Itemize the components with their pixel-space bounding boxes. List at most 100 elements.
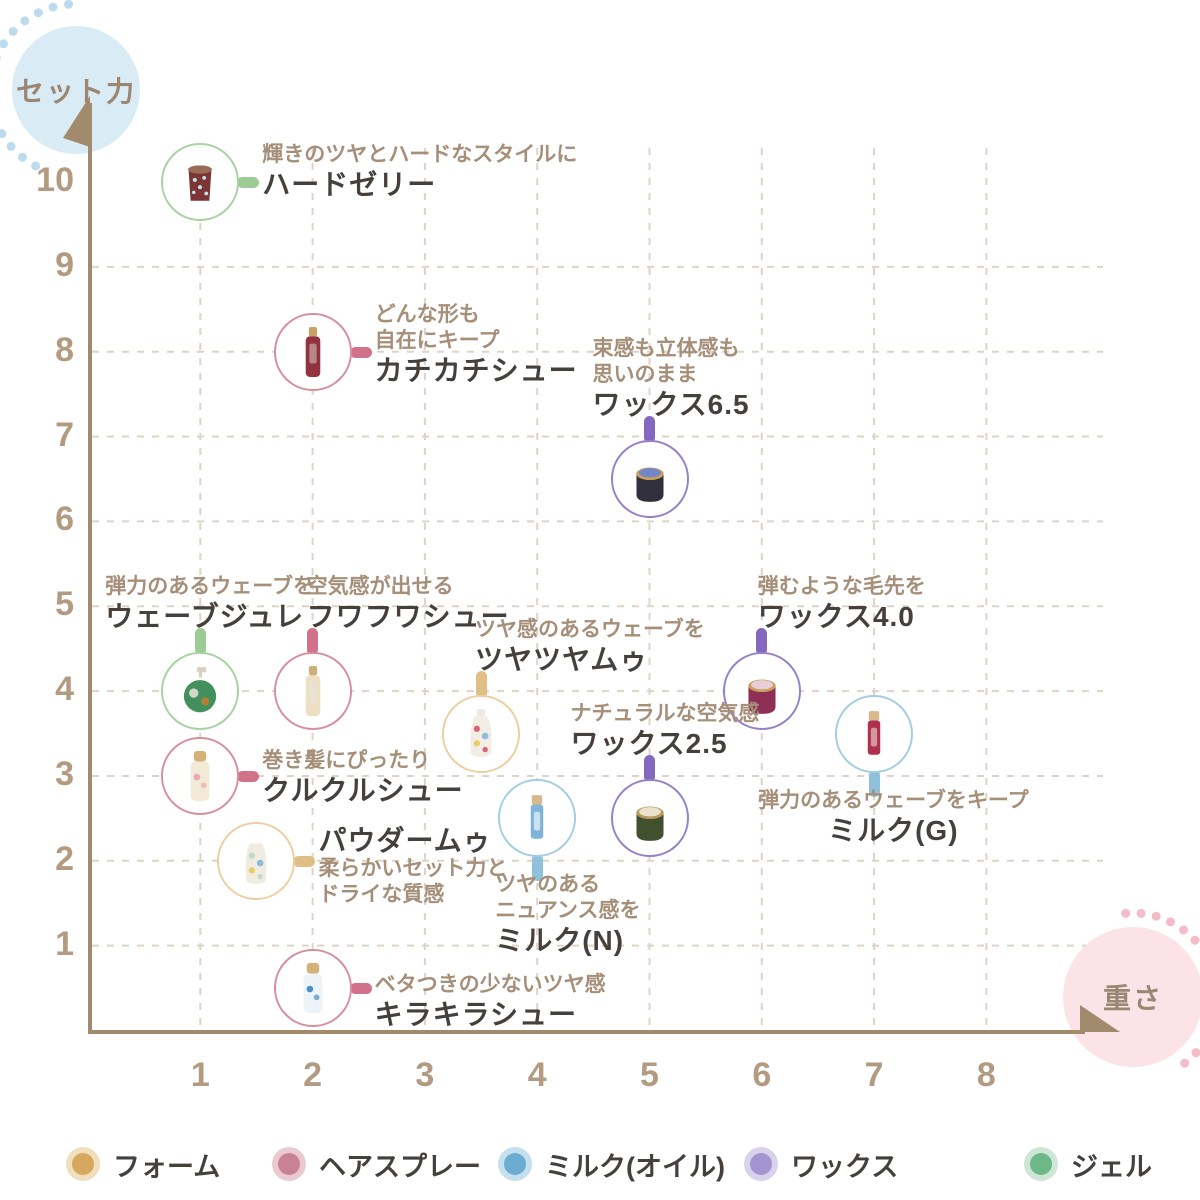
connector-stub — [349, 983, 372, 995]
connector-stub — [756, 628, 768, 656]
connector-stub — [349, 346, 372, 358]
y-tick-3: 3 — [55, 754, 74, 793]
product-circle-ツヤツヤムゥ — [442, 694, 521, 773]
legend-item-wax: ワックス — [744, 1142, 898, 1186]
product-tagline: 輝きのツヤとハードなスタイルに — [262, 143, 578, 166]
connector-stub — [644, 415, 655, 443]
product-circle-カチカチシュー — [273, 312, 352, 391]
x-axis-label-bubble: 重さ — [1063, 927, 1200, 1067]
product-tagline: 束感も立体感も — [592, 336, 740, 360]
legend: フォーム ヘアスプレー ミルク(オイル) ワックス ジェル — [0, 1142, 1200, 1190]
product-tagline: ニュアンス感を — [495, 899, 641, 923]
product-label-ウェーブジュレ: 弾力のあるウェーブを ウェーブジュレ — [105, 574, 314, 632]
product-name: クルクルシュー — [262, 774, 464, 806]
y-axis-label-bubble: セット力 — [12, 26, 140, 154]
product-photo-icon — [460, 708, 502, 760]
product-tagline: 自在にキープ — [374, 328, 500, 352]
product-tagline: 弾力のあるウェーブを — [105, 575, 315, 599]
legend-dot-icon — [66, 1147, 100, 1181]
product-photo-icon — [292, 665, 334, 717]
product-name: パウダームゥ — [318, 824, 492, 856]
product-label-ワックス4.0: 弾むような毛先を ワックス4.0 — [758, 574, 926, 632]
product-circle-ウェーブジュレ — [161, 652, 240, 731]
product-photo-icon — [292, 326, 334, 378]
y-tick-6: 6 — [55, 500, 74, 539]
connector-stub — [194, 628, 206, 656]
product-label-パウダームゥ: パウダームゥ 柔らかいセット力と ドライな質感 — [318, 824, 507, 908]
product-photo-icon — [516, 792, 558, 844]
x-tick-3: 3 — [415, 1056, 435, 1094]
product-tagline: 思いのまま — [592, 362, 698, 386]
product-label-クルクルシュー: 巻き髪にぴったり クルクルシュー — [262, 748, 463, 806]
product-name: ツヤツヤムゥ — [475, 643, 649, 675]
product-tagline: ツヤ感のあるウェーブを — [475, 617, 705, 641]
connector-stub — [307, 628, 319, 656]
connector-stub — [237, 177, 260, 188]
product-name: ワックス2.5 — [570, 728, 728, 760]
product-name: カチカチシュー — [374, 354, 578, 386]
y-tick-2: 2 — [55, 839, 74, 878]
legend-label: フォーム — [113, 1151, 221, 1182]
product-name: ミルク(N) — [495, 925, 625, 957]
product-circle-パウダームゥ — [217, 821, 296, 900]
y-tick-5: 5 — [55, 585, 74, 624]
x-tick-7: 7 — [864, 1056, 884, 1094]
product-photo-icon — [235, 835, 277, 887]
product-label-ミルク(N): ツヤのある ニュアンス感を ミルク(N) — [495, 872, 640, 956]
connector-stub — [644, 755, 655, 783]
product-tagline: ツヤのある — [495, 873, 601, 897]
product-photo-icon — [292, 962, 334, 1014]
product-label-ハードゼリー: 輝きのツヤとハードなスタイルにハードゼリー — [262, 142, 577, 200]
product-label-ツヤツヤムゥ: ツヤ感のあるウェーブを ツヤツヤムゥ — [475, 617, 705, 675]
connector-stub — [237, 770, 260, 782]
x-tick-5: 5 — [640, 1056, 659, 1094]
product-circle-ワックス2.5 — [610, 779, 689, 858]
legend-item-milk: ミルク(オイル) — [498, 1142, 725, 1186]
product-photo-icon — [629, 792, 671, 844]
product-circle-ワックス6.5 — [610, 439, 689, 518]
product-tagline: 柔らかいセット力と — [318, 856, 508, 880]
y-tick-4: 4 — [55, 670, 74, 709]
y-tick-9: 9 — [55, 245, 74, 284]
legend-item-gel: ジェル — [1024, 1142, 1152, 1186]
product-label-カチカチシュー: どんな形も 自在にキープ カチカチシュー — [375, 302, 578, 386]
y-axis-label: セット力 — [15, 76, 136, 107]
x-tick-8: 8 — [976, 1056, 996, 1094]
product-label-キラキラシュー: ベタつきの少ないツヤ感 キラキラシュー — [375, 972, 606, 1030]
product-name: ミルク(G) — [828, 814, 959, 846]
product-label-ワックス6.5: 束感も立体感も 思いのまま ワックス6.5 — [593, 336, 750, 420]
x-axis-label: 重さ — [1102, 983, 1163, 1014]
legend-dot-icon — [744, 1147, 778, 1181]
connector-stub — [475, 670, 487, 698]
connector-stub — [293, 855, 316, 867]
product-tagline: どんな形も — [374, 302, 480, 326]
product-circle-キラキラシュー — [273, 949, 352, 1028]
x-tick-2: 2 — [303, 1056, 323, 1094]
product-photo-icon — [629, 453, 671, 505]
product-tagline: 空気感が出せる — [306, 575, 454, 599]
y-tick-7: 7 — [55, 415, 74, 454]
legend-label: ヘアスプレー — [319, 1151, 481, 1182]
legend-item-foam: フォーム — [66, 1142, 220, 1186]
product-name: ハードゼリー — [262, 169, 437, 200]
product-tagline: ドライな質感 — [318, 882, 445, 906]
product-label-ミルク(G): 弾力のあるウェーブをキープ ミルク(G) — [758, 788, 1028, 846]
legend-label: ミルク(オイル) — [545, 1151, 725, 1182]
x-tick-1: 1 — [190, 1056, 210, 1094]
product-circle-ミルク(G) — [835, 694, 914, 773]
product-photo-icon — [853, 708, 895, 760]
x-tick-4: 4 — [527, 1056, 547, 1094]
product-circle-ミルク(N) — [498, 779, 577, 858]
product-photo-icon — [179, 156, 221, 208]
product-name: キラキラシュー — [374, 999, 578, 1031]
product-tagline: ベタつきの少ないツヤ感 — [374, 973, 606, 997]
y-tick-8: 8 — [55, 330, 74, 369]
legend-label: ワックス — [791, 1151, 899, 1182]
legend-item-spray: ヘアスプレー — [272, 1142, 481, 1186]
product-circle-フワフワシュー — [273, 652, 352, 731]
legend-dot-icon — [272, 1147, 306, 1181]
y-tick-10: 10 — [36, 161, 74, 199]
product-label-ワックス2.5: ナチュラルな空気感 ワックス2.5 — [571, 701, 760, 759]
y-tick-1: 1 — [55, 924, 74, 963]
